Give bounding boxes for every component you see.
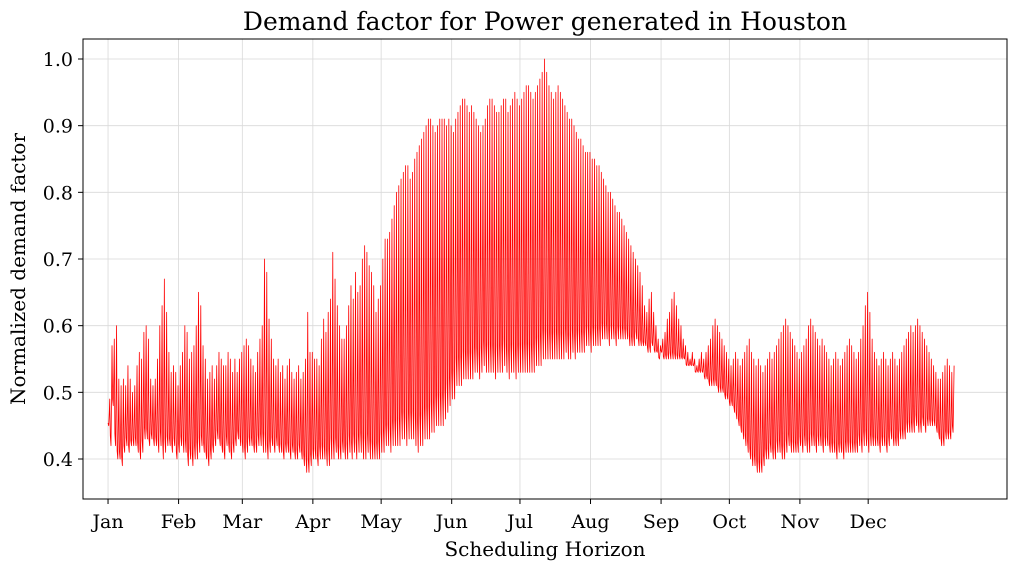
y-tick-label: 0.7	[43, 249, 73, 271]
series-line	[107, 58, 955, 473]
x-tick-label: Nov	[780, 511, 819, 533]
x-tick-label: Apr	[294, 511, 331, 533]
x-tick-label: Feb	[161, 511, 197, 533]
y-tick-label: 0.6	[43, 316, 73, 338]
y-tick-label: 1.0	[43, 49, 73, 71]
x-tick-label: Dec	[850, 511, 887, 533]
x-tick-label: Jan	[90, 511, 123, 533]
x-tick-label: Sep	[643, 511, 679, 533]
series-0-path	[107, 58, 955, 473]
x-tick-label: Jun	[434, 511, 468, 533]
y-tick-label: 0.4	[43, 449, 73, 471]
x-tick-label: May	[360, 511, 402, 533]
x-axis-label: Scheduling Horizon	[444, 537, 645, 561]
x-tick-label: Oct	[712, 511, 746, 533]
plot-frame	[82, 38, 1008, 500]
x-tick-label: Jul	[505, 511, 533, 533]
chart-title: Demand factor for Power generated in Hou…	[243, 7, 847, 36]
y-tick-label: 0.8	[43, 182, 73, 204]
axis-ticks: 0.4 0.5 0.6 0.7 0.8 0.9 1.0 Jan Feb Mar Apr May Jun J…	[43, 49, 887, 533]
x-tick-label: Mar	[222, 511, 263, 533]
y-tick-label: 0.9	[43, 116, 73, 138]
y-axis-label: Normalized demand factor	[6, 133, 30, 405]
y-tick-label: 0.5	[43, 382, 73, 404]
x-tick-label: Aug	[570, 511, 609, 533]
